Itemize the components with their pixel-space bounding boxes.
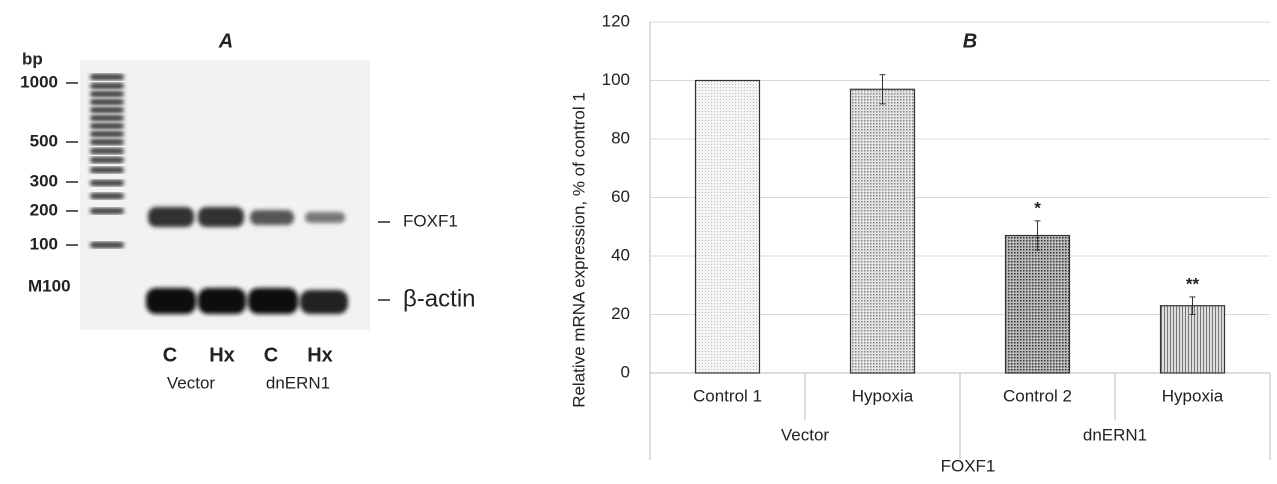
band-label: FOXF1 xyxy=(403,211,458,230)
chart-panel: B Relative mRNA expression, % of control… xyxy=(569,11,1270,475)
lane-label: Hx xyxy=(209,344,235,366)
band xyxy=(148,207,194,227)
lane-label: Hx xyxy=(307,344,333,366)
band xyxy=(248,288,298,314)
y-tick-label: 120 xyxy=(602,11,630,30)
group-label: dnERN1 xyxy=(266,373,330,392)
y-tick-label: 100 xyxy=(602,70,630,89)
x-tick-label: Hypoxia xyxy=(1162,386,1224,405)
ladder-band xyxy=(90,123,124,129)
bar xyxy=(1006,236,1070,373)
ladder-band xyxy=(90,139,124,145)
gel-panel: A bp M100 FOXF1 β-actin C Hx C Hx Vector… xyxy=(20,30,475,392)
ladder-band xyxy=(90,131,124,137)
ladder-band xyxy=(90,208,124,214)
size-label: 1000 xyxy=(20,72,58,91)
y-tick-label: 20 xyxy=(611,304,630,323)
band-label: β-actin xyxy=(403,285,476,312)
group-label: Vector xyxy=(167,373,216,392)
significance-mark: ** xyxy=(1186,274,1200,293)
significance-mark: * xyxy=(1034,198,1041,217)
group-label: dnERN1 xyxy=(1083,425,1147,444)
y-tick-label: 0 xyxy=(621,362,630,381)
band xyxy=(300,290,348,314)
y-tick-label: 40 xyxy=(611,245,630,264)
ladder-band xyxy=(90,193,124,199)
band xyxy=(198,207,244,227)
size-label: 100 xyxy=(30,234,58,253)
x-tick-label: Hypoxia xyxy=(852,386,914,405)
x-axis-label: FOXF1 xyxy=(941,456,996,475)
ladder-band xyxy=(90,180,124,186)
unit-label: bp xyxy=(22,49,43,68)
ladder-band xyxy=(90,148,124,154)
size-label: 300 xyxy=(30,171,58,190)
band xyxy=(198,288,246,314)
bar xyxy=(696,81,760,374)
ladder-band xyxy=(90,91,124,97)
band xyxy=(146,288,196,314)
ladder-band xyxy=(90,107,124,113)
group-label: Vector xyxy=(781,425,830,444)
band xyxy=(250,210,294,225)
y-axis-label: Relative mRNA expression, % of control 1 xyxy=(569,92,588,408)
size-label: 500 xyxy=(30,131,58,150)
band xyxy=(305,212,345,223)
bar xyxy=(1161,306,1225,373)
figure: A bp M100 FOXF1 β-actin C Hx C Hx Vector… xyxy=(0,0,1277,479)
marker-label: M100 xyxy=(28,276,71,295)
lane-label: C xyxy=(163,344,177,366)
ladder-band xyxy=(90,74,124,80)
size-label: 200 xyxy=(30,200,58,219)
x-tick-label: Control 2 xyxy=(1003,386,1072,405)
ladder-band xyxy=(90,115,124,121)
ladder-band xyxy=(90,157,124,163)
bar xyxy=(851,89,915,373)
y-tick-label: 80 xyxy=(611,128,630,147)
ladder-band xyxy=(90,83,124,89)
chart-title: B xyxy=(963,30,977,52)
ladder-band xyxy=(90,167,124,173)
ladder-band xyxy=(90,242,124,248)
ladder-band xyxy=(90,99,124,105)
x-tick-label: Control 1 xyxy=(693,386,762,405)
y-tick-label: 60 xyxy=(611,187,630,206)
lane-label: C xyxy=(264,344,278,366)
panel-title: A xyxy=(218,30,233,52)
